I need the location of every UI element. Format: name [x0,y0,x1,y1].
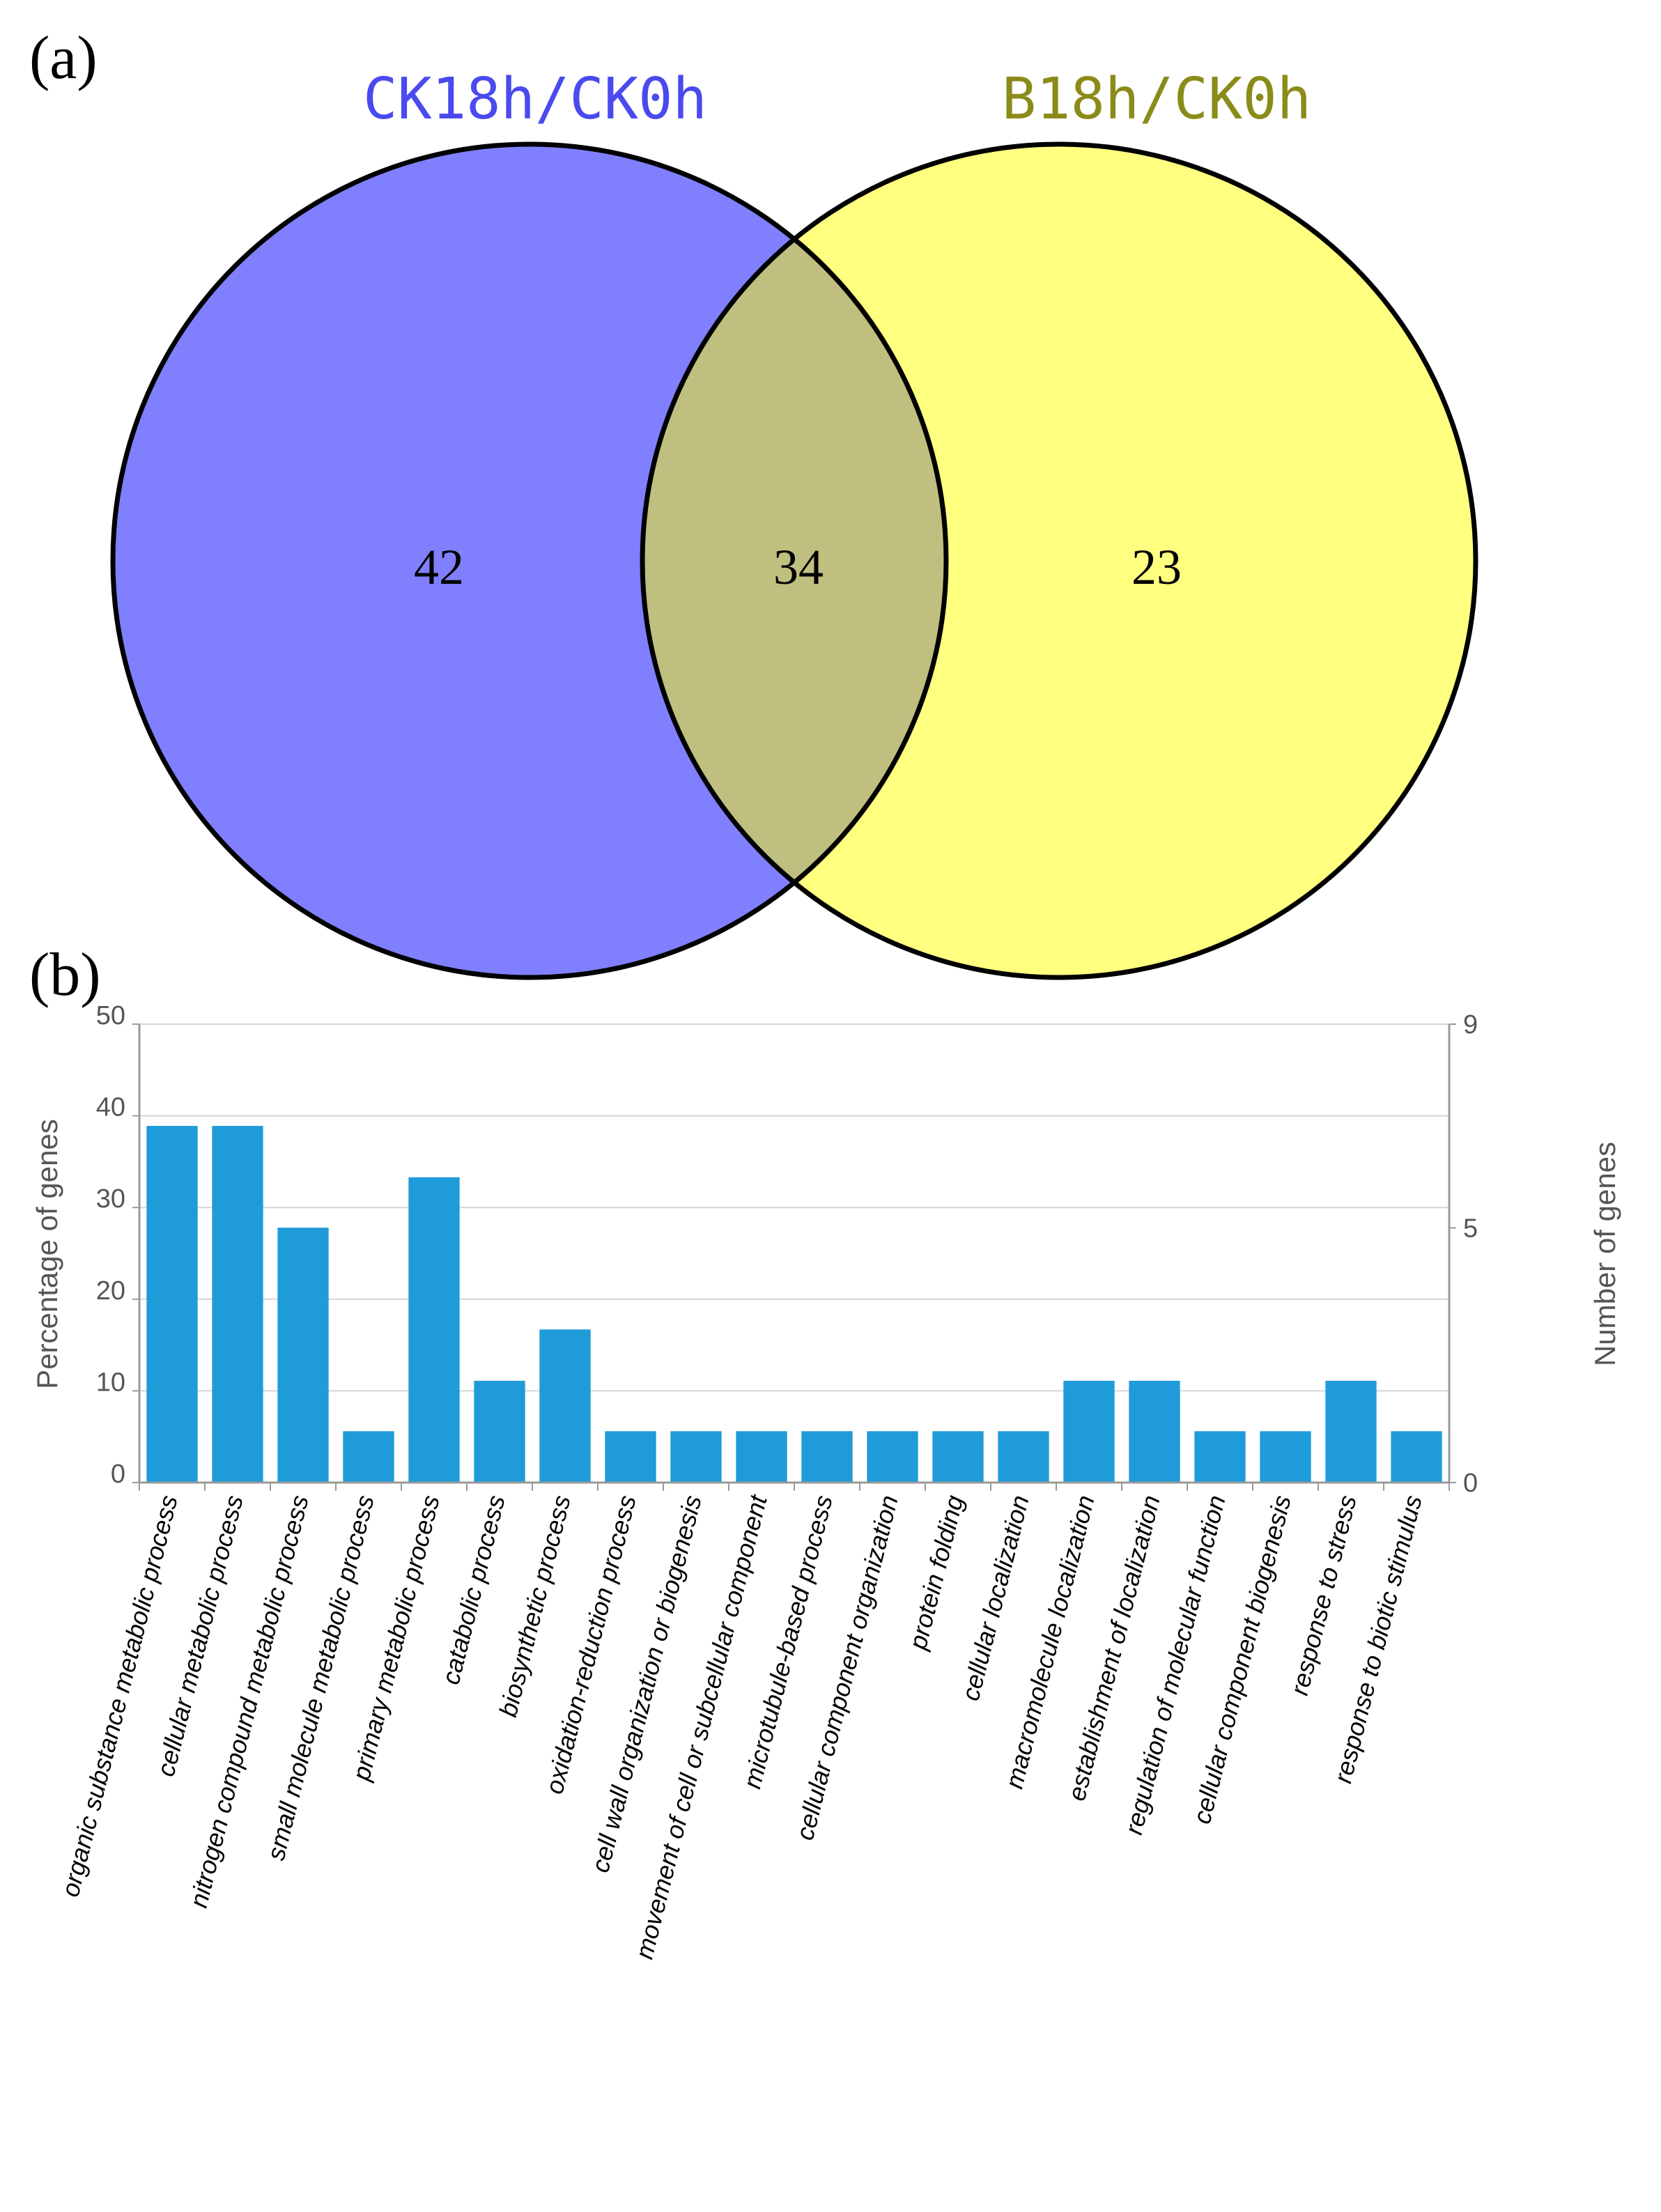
venn-diagram: (a) CK18h/CK0h B18h/CK0h 42 34 23 [29,24,1478,980]
venn-count-b18h-only: 23 [1131,539,1182,595]
bar [1129,1380,1180,1483]
venn-count-intersection: 34 [773,539,824,595]
bar [1063,1380,1115,1483]
bar [343,1431,394,1483]
category-label: cellular localization [956,1492,1035,1703]
bar [212,1126,263,1483]
venn-outline-b18h [640,141,1478,980]
panel-b-label: (b) [29,941,101,1009]
y2-tick-labels: 0 5 9 [1449,1010,1478,1498]
y-tick-label: 30 [96,1184,125,1214]
venn-count-ck18h-only: 42 [414,539,464,595]
category-label: biosynthetic process [493,1492,576,1719]
category-label: catabolic process [436,1492,511,1687]
bar [474,1380,525,1483]
bar [867,1431,918,1483]
bar [1260,1431,1311,1483]
bar [670,1431,722,1483]
bar [1391,1431,1442,1483]
category-label: protein folding [903,1492,969,1653]
venn-set-title-b18h: B18h/CK0h [1002,66,1311,132]
bar [1194,1431,1246,1483]
y-tick-label: 40 [96,1093,125,1122]
venn-outline-ck18h [110,141,949,980]
bar [801,1431,853,1483]
bar [736,1431,787,1483]
venn-set-title-ck18h: CK18h/CK0h [363,66,707,132]
venn-intersection [642,144,946,977]
category-label: nitrogen compound metabolic process [184,1492,314,1910]
bar [408,1177,460,1483]
y2-tick-label: 0 [1463,1469,1478,1498]
bar [605,1431,656,1483]
y-tick-label: 20 [96,1276,125,1306]
y-tick-label: 10 [96,1368,125,1397]
category-label: response to stress [1285,1492,1362,1698]
bar [998,1431,1049,1483]
bar [932,1431,984,1483]
bar [539,1329,591,1483]
y-axis-title: Percentage of genes [31,1119,63,1389]
y-tick-label: 50 [96,1001,125,1030]
go-bar-chart: (b) 0 10 20 30 40 50 0 5 9 organic substance me… [29,941,1621,1962]
category-labels: organic substance metabolic process cellu… [56,1491,1428,1962]
panel-a-label: (a) [29,24,98,92]
y-tick-label: 0 [111,1460,125,1489]
category-label: organic substance metabolic process [56,1492,183,1900]
bar [1325,1380,1377,1483]
y2-tick-label: 9 [1463,1010,1478,1039]
bar [277,1228,329,1483]
bar [146,1126,198,1483]
grid-lines [139,1023,1449,1392]
y-tick-labels: 0 10 20 30 40 50 [96,1001,139,1489]
bars [146,1126,1442,1483]
y2-tick-label: 5 [1463,1214,1478,1243]
y2-axis-title: Number of genes [1589,1142,1621,1366]
x-tick-marks [139,1483,1450,1491]
